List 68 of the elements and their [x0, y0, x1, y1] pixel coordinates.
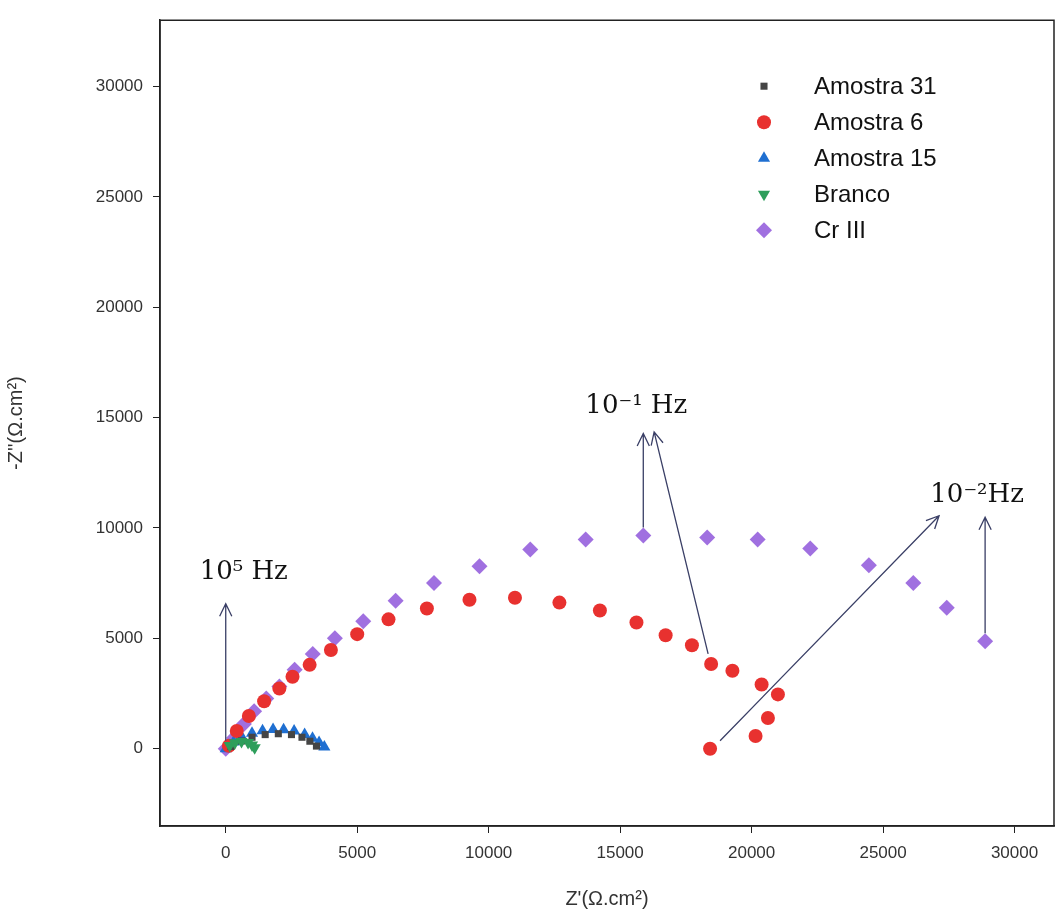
point: [425, 574, 442, 591]
annotation: 10⁻¹ Hz: [585, 389, 688, 420]
point: [471, 558, 488, 575]
point: [860, 557, 877, 574]
y-tick-label: 30000: [95, 76, 143, 96]
point: [577, 531, 594, 548]
point: [298, 733, 306, 741]
point: [977, 633, 994, 650]
point: [507, 590, 522, 605]
point: [306, 737, 314, 745]
point: [522, 541, 539, 558]
x-tick-label: 15000: [596, 842, 644, 862]
point: [725, 663, 740, 678]
point: [770, 687, 785, 702]
x-tick-label: 0: [221, 842, 231, 862]
legend-label: Cr III: [814, 215, 866, 243]
point: [326, 630, 343, 647]
y-tick-label: 10000: [95, 517, 143, 537]
point: [302, 657, 317, 672]
point: [350, 627, 365, 642]
x-tick-label: 30000: [990, 842, 1039, 862]
annotation: 10⁵ Hz: [199, 554, 288, 585]
x-axis-title: Z'(Ω.cm²): [565, 886, 649, 909]
legend-label: Branco: [814, 179, 891, 207]
point: [419, 601, 434, 616]
x-tick-label: 5000: [338, 842, 377, 862]
legend-label: Amostra 15: [814, 143, 937, 171]
y-tick-label: 15000: [95, 407, 143, 427]
point: [699, 529, 716, 546]
legend-label: Amostra 31: [814, 71, 937, 99]
y-tick-label: 20000: [95, 296, 143, 316]
point: [381, 612, 396, 627]
point: [704, 656, 719, 671]
point: [462, 592, 477, 607]
point: [312, 742, 320, 750]
point: [754, 677, 769, 692]
x-tick-label: 20000: [727, 842, 776, 862]
point: [257, 694, 272, 709]
point: [749, 531, 766, 548]
point: [261, 731, 269, 739]
legend-label: Amostra 6: [814, 107, 924, 135]
point: [355, 613, 372, 630]
y-tick-label: 0: [133, 738, 143, 758]
point: [658, 628, 673, 643]
point: [287, 731, 296, 739]
point: [241, 709, 256, 724]
point: [748, 728, 763, 743]
x-tick-label: 25000: [859, 842, 907, 862]
point: [938, 599, 955, 616]
point: [684, 638, 699, 653]
point: [274, 730, 282, 738]
x-tick-label: 10000: [465, 842, 513, 862]
y-tick-label: 5000: [105, 628, 143, 648]
point: [760, 711, 775, 726]
annotation: 10⁻²Hz: [930, 478, 1024, 509]
point: [229, 724, 244, 739]
y-tick-label: 25000: [95, 186, 143, 206]
point: [703, 741, 718, 756]
point: [905, 574, 922, 591]
point: [629, 615, 644, 630]
point: [635, 527, 652, 544]
point: [592, 603, 607, 618]
point: [285, 669, 300, 684]
y-axis-title: -Z''(Ω.cm²): [3, 376, 26, 470]
point: [387, 592, 404, 609]
point: [802, 540, 819, 557]
point: [552, 595, 567, 610]
point: [323, 643, 338, 658]
